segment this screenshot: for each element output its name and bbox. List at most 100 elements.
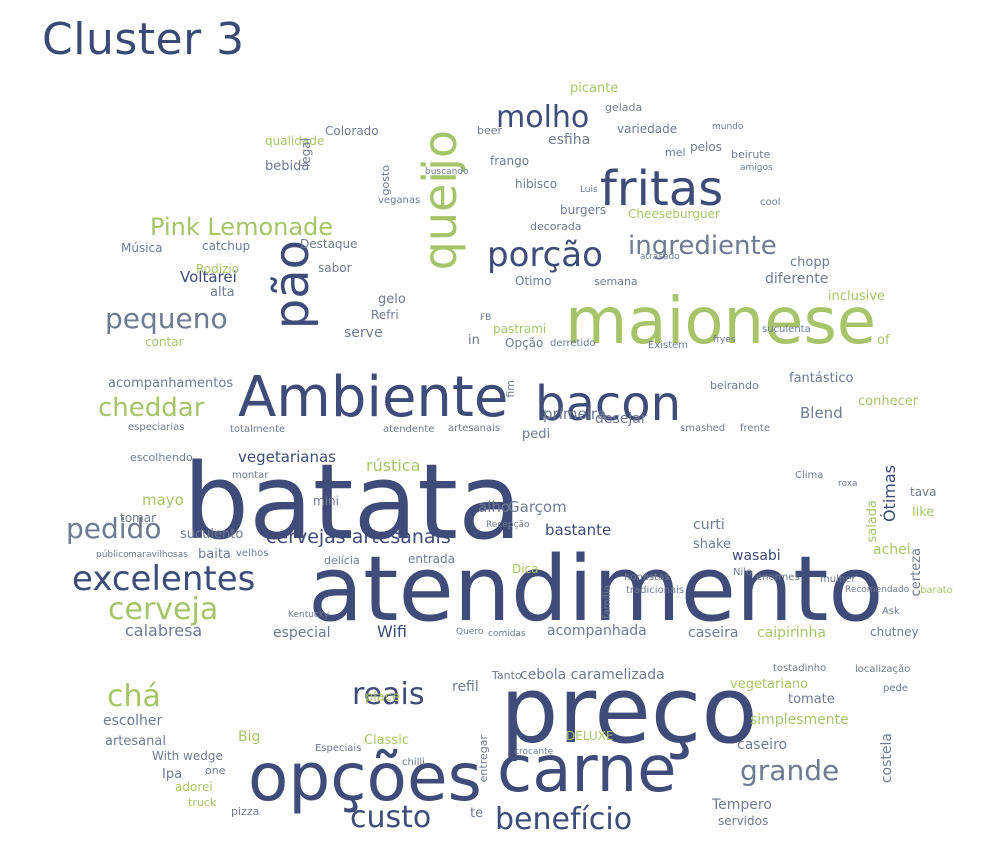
word: totalmente <box>230 424 286 435</box>
word: reais <box>352 677 425 712</box>
word: beer <box>477 124 503 137</box>
word: gelada <box>605 101 643 114</box>
word: roxa <box>838 479 858 489</box>
word: público <box>96 550 129 560</box>
word: pedi <box>522 427 551 442</box>
word: atrasado <box>640 252 680 262</box>
word: mini <box>313 494 339 508</box>
word: salada <box>865 500 880 543</box>
word: excelentes <box>72 559 256 599</box>
word: esfiha <box>548 132 591 148</box>
word: montar <box>232 470 269 481</box>
word: FB <box>480 313 492 323</box>
word: família <box>602 585 613 619</box>
word: caipirinha <box>757 625 826 641</box>
word: suculenta <box>762 324 811 335</box>
word: conhecer <box>858 394 919 409</box>
word: Big <box>238 729 261 745</box>
word: Refri <box>371 308 399 322</box>
word: like <box>912 505 935 520</box>
word: caseiro <box>737 737 788 753</box>
word: Nilo <box>733 567 753 578</box>
word: crocante <box>514 747 554 757</box>
word: Especiais <box>315 743 362 754</box>
word: smashed <box>680 423 726 434</box>
word: place <box>365 690 400 705</box>
word: maionese <box>565 285 877 359</box>
word: artesanais <box>448 423 501 434</box>
word: serve <box>344 325 383 341</box>
word: chopp <box>790 255 830 270</box>
word: curti <box>693 517 725 533</box>
word: veganas <box>378 195 421 206</box>
word: bebida <box>265 159 310 174</box>
word: fryes <box>713 335 736 345</box>
word: enormes <box>756 572 800 583</box>
word: tava <box>910 485 937 499</box>
word: pizza <box>231 805 260 818</box>
word: bacon <box>535 376 682 432</box>
word: picante <box>570 81 619 96</box>
word: artesanal <box>105 734 166 749</box>
word: te <box>470 806 484 821</box>
word: Ambiente <box>238 365 509 430</box>
word: chá <box>107 679 161 714</box>
word: cool <box>760 197 781 208</box>
word: especial <box>273 625 331 641</box>
word: mulher <box>820 574 856 585</box>
word: pelos <box>690 140 722 154</box>
word: hibisco <box>515 177 558 191</box>
word: fantástico <box>789 371 854 386</box>
word: adorei <box>175 780 213 794</box>
word: refil <box>452 679 479 695</box>
word: one <box>205 764 226 777</box>
word: legal <box>299 138 313 168</box>
word: barato <box>920 585 953 596</box>
word: Quero <box>456 627 484 637</box>
word: inclusive <box>828 289 885 304</box>
word: derretido <box>550 338 596 349</box>
word: simplesmente <box>750 712 849 728</box>
word: contar <box>145 335 184 349</box>
word: atendimento <box>308 537 884 642</box>
word: vegetariano <box>730 677 809 692</box>
word: sabor <box>318 261 352 275</box>
word: servidos <box>718 814 769 828</box>
word: pastrami <box>493 322 547 336</box>
word: desejar <box>595 411 647 427</box>
word: tomar <box>120 511 157 525</box>
word: Blend <box>800 404 843 422</box>
word: calabresa <box>125 621 203 640</box>
word: bastante <box>545 521 612 539</box>
word: queijo <box>413 130 467 271</box>
word: Colorado <box>325 124 379 138</box>
word: Existem <box>648 340 689 351</box>
word: gelo <box>378 292 406 307</box>
word: Dica <box>512 562 539 576</box>
word: comidas <box>488 629 526 639</box>
word: burgers <box>560 203 607 217</box>
word: tradicionais <box>626 585 685 596</box>
word: mel <box>665 146 686 159</box>
word: cerveja <box>108 592 219 627</box>
word: primeira <box>543 405 607 423</box>
word: cebola caramelizada <box>520 667 665 683</box>
word: shake <box>693 537 732 552</box>
word: variedade <box>617 122 678 136</box>
word: tomate <box>788 692 835 707</box>
word: localização <box>855 664 911 675</box>
word: With wedge <box>152 749 223 763</box>
word: alta <box>210 285 235 300</box>
word: beirando <box>710 379 759 392</box>
word: buscando <box>425 167 469 177</box>
word: Kentucky <box>288 610 330 620</box>
word: rústica <box>366 456 421 475</box>
word: caseira <box>688 625 739 641</box>
word: alho <box>478 498 511 516</box>
word: Wifi <box>377 622 407 641</box>
word: velhos <box>236 548 269 559</box>
word: chutney <box>870 625 919 639</box>
word: pedido <box>66 512 162 545</box>
word: achei <box>873 542 911 558</box>
